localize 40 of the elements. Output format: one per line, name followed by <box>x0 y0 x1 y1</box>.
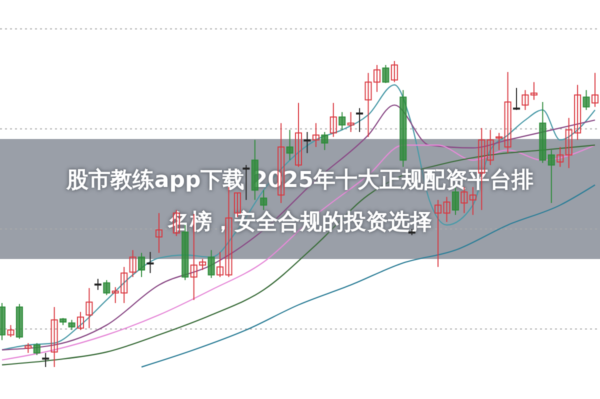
candlestick <box>129 250 136 278</box>
candlestick <box>76 311 84 330</box>
candlestick <box>434 199 442 268</box>
candlestick <box>443 196 450 222</box>
candlestick <box>33 342 40 356</box>
candlestick <box>382 64 390 84</box>
candlestick <box>312 122 320 148</box>
candlestick <box>260 190 268 211</box>
candlestick <box>42 352 50 368</box>
candlestick <box>513 87 520 110</box>
candlestick <box>390 60 398 83</box>
candlestick <box>146 251 154 274</box>
candlestick <box>295 102 302 168</box>
candlestick <box>504 72 512 154</box>
candlestick <box>242 164 250 200</box>
candlestick <box>347 112 354 132</box>
candlestick <box>50 306 58 368</box>
candlestick <box>496 132 503 151</box>
candlestick <box>556 146 564 168</box>
candlestick <box>286 129 294 161</box>
candlestick <box>103 280 110 296</box>
candlestick <box>522 90 529 110</box>
candlestick <box>592 72 598 108</box>
candlestick <box>330 102 337 138</box>
candlestick <box>548 150 555 204</box>
candlestick <box>582 90 590 110</box>
candlestick <box>486 129 494 166</box>
candlestick <box>208 250 215 278</box>
candlestick <box>304 131 311 154</box>
candlestick <box>138 252 146 278</box>
candlestick <box>530 82 538 100</box>
candlestick <box>86 288 93 329</box>
candlestick <box>321 131 328 151</box>
candlestick <box>68 319 76 330</box>
candlestick <box>338 112 346 130</box>
candlestick <box>356 108 364 132</box>
candlestick <box>24 342 32 354</box>
candlestick <box>7 324 14 338</box>
candlestick <box>94 278 102 290</box>
candlestick <box>155 212 162 254</box>
